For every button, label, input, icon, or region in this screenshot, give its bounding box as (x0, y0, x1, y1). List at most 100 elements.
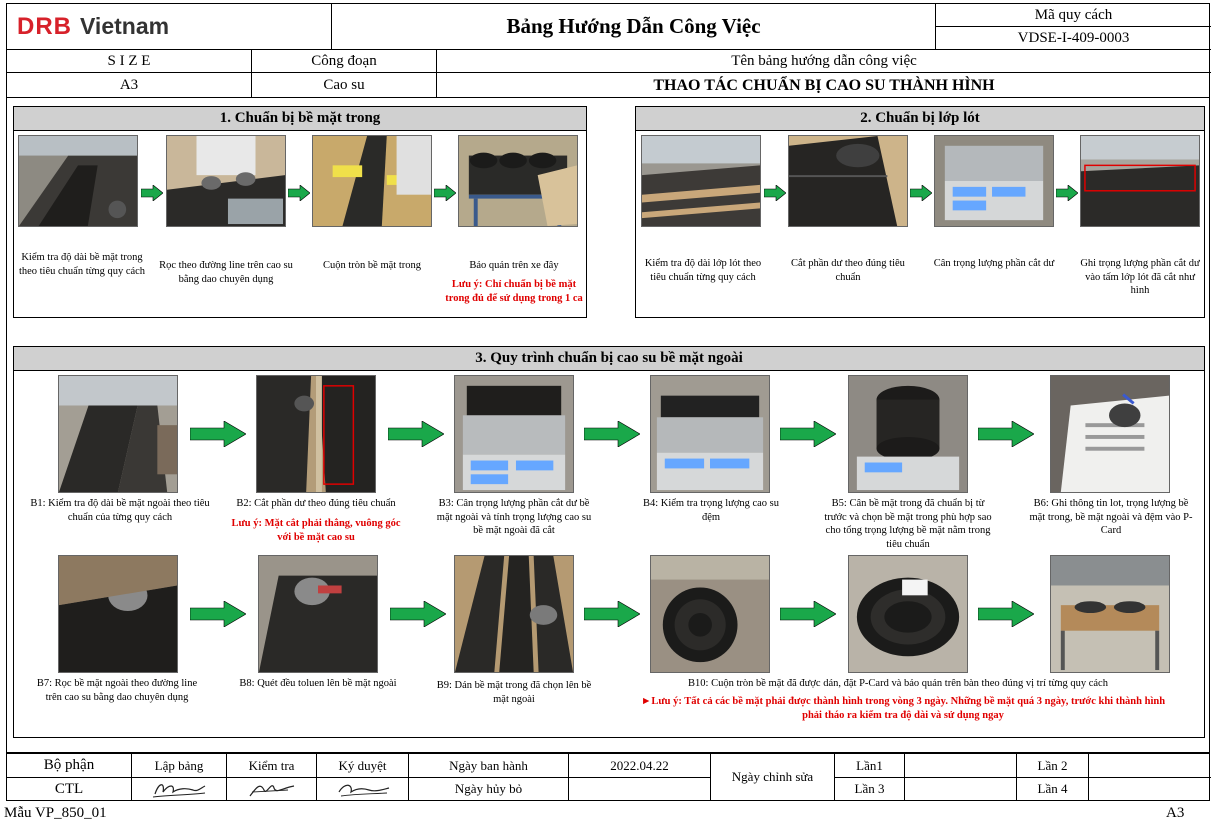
revision-4: Lần 4 (1017, 778, 1089, 800)
step-photo (848, 375, 968, 493)
step-caption: B1: Kiểm tra độ dài bề mặt ngoài theo ti… (30, 498, 210, 523)
step-caption: B10: Cuộn tròn bề mặt đã được dán, đặt P… (688, 678, 1108, 689)
step-photo (934, 135, 1054, 227)
flow-arrow-icon (780, 601, 836, 627)
step-note: Lưu ý: Mặt cắt phải thẳng, vuông góc với… (231, 518, 401, 543)
step-caption: B5: Cân bề mặt trong đã chuẩn bị từ trướ… (824, 498, 992, 550)
cancel-date-value (569, 778, 711, 800)
flow-arrow-icon (390, 601, 446, 627)
flow-arrow-icon (388, 421, 444, 447)
step-note: Lưu ý: Chỉ chuẩn bị bề mặt trong đủ để s… (445, 279, 583, 304)
guide-name-value: THAO TÁC CHUẨN BỊ CAO SU THÀNH HÌNH (653, 76, 995, 94)
step-caption: B9: Dán bề mặt trong đã chọn lên bề mặt … (436, 680, 592, 705)
flow-arrow-icon (780, 421, 836, 447)
step-caption: B2: Cắt phần dư theo đúng tiêu chuẩn (236, 498, 396, 509)
work-instruction-body: 1. Chuẩn bị bề mặt trong Kiểm tra độ dài… (6, 98, 1210, 753)
flow-arrow-icon (910, 185, 932, 201)
approved-label: Ký duyệt (317, 754, 409, 778)
guide-name-label: Tên bảng hướng dẫn công việc (437, 50, 1211, 73)
step-photo (258, 555, 378, 673)
section-title: 2. Chuẩn bị lớp lót (636, 107, 1204, 131)
prepared-label: Lập bảng (132, 754, 227, 778)
company-logo: DRB Vietnam (7, 4, 332, 50)
section-inner-surface: 1. Chuẩn bị bề mặt trong Kiểm tra độ dài… (13, 106, 587, 318)
step-photo (458, 135, 578, 227)
step-caption: B6: Ghi thông tin lot, trọng lượng bề mặ… (1029, 498, 1193, 537)
step-caption: Cân trọng lượng phần cắt dư (933, 258, 1055, 269)
step-caption: B8: Quét đều toluen lên bề mặt ngoài (239, 678, 397, 689)
revision-3: Lần 3 (835, 778, 905, 800)
issue-date-value: 2022.04.22 (569, 754, 711, 778)
flow-arrow-icon (1056, 185, 1078, 201)
form-code: Mẫu VP_850_01 (4, 805, 107, 821)
revision-3-value (905, 778, 1017, 800)
revision-1-value (905, 754, 1017, 778)
section-outer-surface: 3. Quy trình chuẩn bị cao su bề mặt ngoà… (13, 346, 1205, 738)
step-photo (454, 375, 574, 493)
document-title: Bảng Hướng Dẫn Công Việc (332, 4, 936, 50)
section-lining: 2. Chuẩn bị lớp lót Kiểm tra độ dài lớp … (635, 106, 1205, 318)
logo-text: Vietnam (80, 13, 170, 39)
revision-2-value (1089, 754, 1211, 778)
flow-arrow-icon (978, 421, 1034, 447)
step-caption: Bảo quản trên xe đây (469, 260, 559, 271)
dept-value: CTL (7, 778, 132, 800)
step-photo (1050, 555, 1170, 673)
signature-approved (317, 778, 409, 800)
dept-label: Bộ phận (7, 754, 132, 778)
step-caption: Kiểm tra độ dài bề mặt trong theo tiêu c… (18, 252, 146, 277)
flow-arrow-icon (584, 421, 640, 447)
step-photo (18, 135, 138, 227)
size-label: S I Z E (7, 50, 252, 73)
step-photo (848, 555, 968, 673)
flow-arrow-icon (434, 185, 456, 201)
stage-label: Công đoạn (252, 50, 437, 73)
issue-date-label: Ngày ban hành (409, 754, 569, 778)
step-photo (166, 135, 286, 227)
step-photo (650, 375, 770, 493)
step-photo (454, 555, 574, 673)
checked-label: Kiểm tra (227, 754, 317, 778)
step-photo (312, 135, 432, 227)
step-caption: Cuộn tròn bề mặt trong (323, 260, 421, 271)
step-photo (641, 135, 761, 227)
step-photo (256, 375, 376, 493)
revision-label: Ngày chỉnh sửa (711, 754, 835, 800)
flow-arrow-icon (584, 601, 640, 627)
flow-arrow-icon (190, 601, 246, 627)
step-caption: B7: Rọc bề mặt ngoài theo đường line trê… (36, 678, 198, 703)
step-photo (1080, 135, 1200, 227)
logo-mark: DRB (17, 12, 72, 40)
revision-2: Lần 2 (1017, 754, 1089, 778)
flow-arrow-icon (288, 185, 310, 201)
revision-4-value (1089, 778, 1211, 800)
flow-arrow-icon (764, 185, 786, 201)
spec-code-value: VDSE-I-409-0003 (936, 27, 1211, 50)
step-photo (58, 555, 178, 673)
section-title: 3. Quy trình chuẩn bị cao su bề mặt ngoà… (14, 347, 1204, 371)
paper-size: A3 (1166, 805, 1185, 821)
step-photo (650, 555, 770, 673)
step-caption: Cắt phần dư theo đúng tiêu chuẩn (791, 258, 905, 283)
flow-arrow-icon (978, 601, 1034, 627)
signature-prepared (132, 778, 227, 800)
section-title: 1. Chuẩn bị bề mặt trong (14, 107, 586, 131)
step-caption: Ghi trọng lượng phần cắt dư vào tấm lớp … (1080, 258, 1200, 297)
cancel-date-label: Ngày hủy bỏ (409, 778, 569, 800)
step-caption: B4: Kiểm tra trọng lượng cao su đệm (642, 498, 780, 523)
signature-checked (227, 778, 317, 800)
step-caption: Rọc theo đường line trên cao su bằng dao… (159, 260, 293, 285)
step-photo (58, 375, 178, 493)
flow-arrow-icon (190, 421, 246, 447)
step-note: ►Lưu ý: Tất cả các bề mặt phải được thàn… (640, 696, 1166, 721)
spec-code-label: Mã quy cách (936, 4, 1211, 27)
revision-1: Lần1 (835, 754, 905, 778)
stage-value: Cao su (252, 73, 437, 98)
step-caption: B3: Cân trọng lượng phần cắt dư bề mặt n… (436, 498, 592, 537)
step-photo (1050, 375, 1170, 493)
document-header: DRB Vietnam Bảng Hướng Dẫn Công Việc Mã … (6, 3, 1211, 98)
step-caption: Kiểm tra độ dài lớp lót theo tiêu chuẩn … (644, 258, 762, 283)
approval-footer: Bộ phận Lập bảng Kiểm tra Ký duyệt Ngày … (6, 753, 1211, 801)
flow-arrow-icon (141, 185, 163, 201)
step-photo (788, 135, 908, 227)
